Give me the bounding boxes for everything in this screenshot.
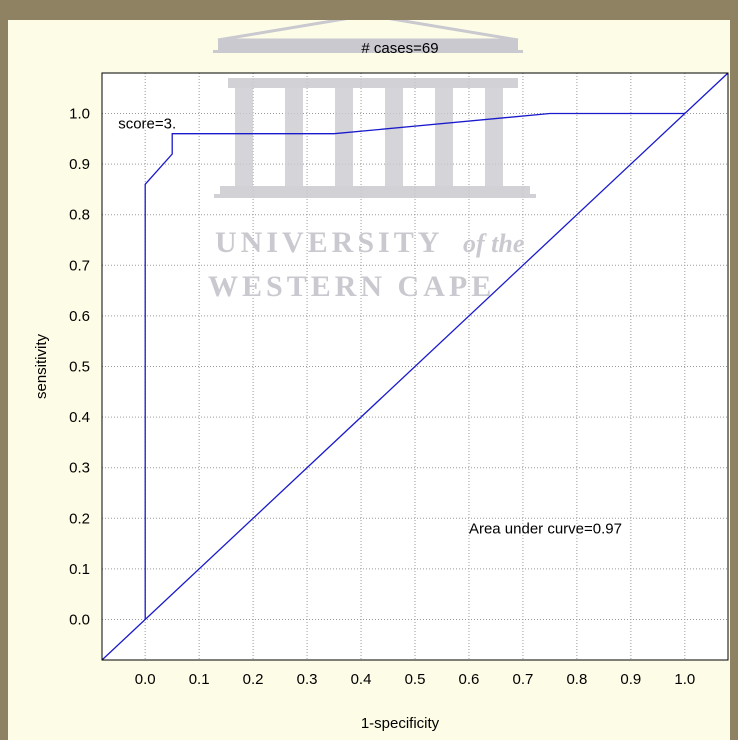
watermark-step: [214, 194, 536, 198]
y-tick-label: 0.7: [69, 257, 90, 274]
x-tick-label: 0.4: [351, 671, 372, 688]
y-tick-label: 0.6: [69, 308, 90, 325]
x-tick-label: 0.1: [189, 671, 210, 688]
university-watermark: [213, 20, 523, 53]
annotation-1: Area under curve=0.97: [469, 520, 622, 537]
x-axis-ticks: 0.0 0.1 0.2 0.3 0.4 0.5 0.6 0.7 0.8 0.9 1.0: [135, 671, 696, 688]
watermark-line1: UNIVERSITY: [215, 226, 443, 259]
plot-border: [101, 72, 729, 661]
y-axis-ticks: 0.0 0.1 0.2 0.3 0.4 0.5 0.6 0.7 0.8 0.9 1.0: [69, 105, 90, 628]
series-group: [101, 72, 729, 661]
watermark-column-4: [435, 88, 453, 186]
x-tick-label: 0.8: [566, 671, 587, 688]
watermark-pediment: [217, 20, 519, 42]
watermark-base: [220, 186, 530, 194]
reference-diagonal: [101, 72, 729, 661]
y-tick-label: 0.1: [69, 561, 90, 578]
watermark-entablature: [218, 40, 518, 50]
watermark-column-3: [385, 88, 403, 186]
roc-curve: [144, 112, 685, 620]
y-tick-label: 0.8: [69, 207, 90, 224]
y-tick-label: 1.0: [69, 105, 90, 122]
y-tick-label: 0.5: [69, 359, 90, 376]
x-tick-label: 0.3: [297, 671, 318, 688]
x-tick-label: 0.9: [620, 671, 641, 688]
y-tick-label: 0.0: [69, 612, 90, 629]
y-axis-label: sensitivity: [33, 333, 50, 399]
watermark-column-2: [335, 88, 353, 186]
watermark-overlay: UNIVERSITY of the WESTERN CAPE: [208, 78, 536, 303]
y-tick-label: 0.9: [69, 156, 90, 173]
annotation-0: score=3.: [118, 116, 176, 133]
y-tick-label: 0.4: [69, 409, 90, 426]
x-axis-label: 1-specificity: [361, 715, 440, 732]
watermark-column-1: [285, 88, 303, 186]
x-tick-label: 0.2: [243, 671, 264, 688]
watermark-column-0: [235, 88, 253, 186]
x-tick-label: 0.6: [459, 671, 480, 688]
watermark-line2: WESTERN CAPE: [208, 270, 495, 303]
watermark-beam: [228, 78, 518, 88]
watermark-cornice: [213, 50, 523, 53]
x-tick-label: 0.7: [513, 671, 534, 688]
annotations: score=3. Area under curve=0.97: [118, 116, 622, 538]
watermark-column-5: [485, 88, 503, 186]
watermark-line1-suffix: of the: [463, 229, 524, 258]
chart-panel: UNIVERSITY of the WESTERN CAPE 0.0 0.1 0.2 0.…: [8, 20, 730, 740]
chart-title: # cases=69: [361, 40, 438, 57]
x-tick-label: 0.5: [405, 671, 426, 688]
x-tick-label: 1.0: [674, 671, 695, 688]
y-tick-label: 0.2: [69, 510, 90, 527]
x-tick-label: 0.0: [135, 671, 156, 688]
y-tick-label: 0.3: [69, 460, 90, 477]
